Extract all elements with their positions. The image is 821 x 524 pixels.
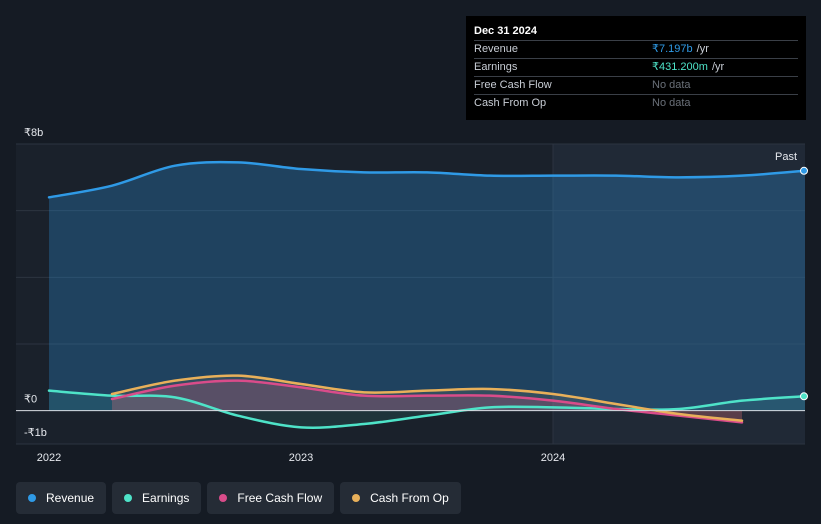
- tooltip-row-fcf: Free Cash Flow No data: [474, 77, 798, 95]
- tooltip-row-revenue: Revenue ₹7.197b /yr: [474, 41, 798, 59]
- tooltip: Dec 31 2024 Revenue ₹7.197b /yr Earnings…: [466, 16, 806, 120]
- earnings-end-point: [800, 392, 808, 401]
- legend-label: Earnings: [142, 491, 190, 505]
- y-tick-label: -₹1b: [24, 427, 47, 439]
- free-cash-flow-area: [112, 380, 742, 423]
- tooltip-label: Free Cash Flow: [474, 79, 552, 91]
- earnings-line: [47, 389, 807, 429]
- tooltip-value: No data: [652, 97, 691, 109]
- x-tick-label: 2022: [37, 452, 61, 464]
- free-cash-flow-dot-icon: [219, 494, 228, 502]
- tooltip-unit: /yr: [696, 43, 709, 55]
- y-tick-label: ₹8b: [24, 127, 43, 139]
- legend-item-cash-from-op[interactable]: Cash From Op: [340, 482, 461, 514]
- chart-canvas: ₹8b ₹0 -₹1b 2022 2023 2024 Past: [16, 127, 808, 464]
- revenue-end-point: [800, 166, 808, 175]
- revenue-area: [49, 162, 805, 411]
- tooltip-label: Cash From Op: [474, 97, 547, 109]
- legend-item-revenue[interactable]: Revenue: [16, 482, 107, 514]
- legend-item-free-cash-flow[interactable]: Free Cash Flow: [207, 482, 335, 514]
- legend-item-earnings[interactable]: Earnings: [112, 482, 202, 514]
- tooltip-row-earnings: Earnings ₹431.200m /yr: [474, 59, 798, 77]
- tooltip-date: Dec 31 2024: [474, 22, 798, 41]
- legend: Revenue Earnings Free Cash Flow Cash Fro…: [16, 482, 461, 514]
- tooltip-label: Revenue: [474, 43, 519, 55]
- x-tick-label: 2023: [289, 452, 313, 464]
- cash-from-op-dot-icon: [352, 494, 361, 502]
- revenue-line: [47, 160, 807, 199]
- x-axis-labels: 2022 2023 2024: [37, 452, 565, 464]
- legend-label: Revenue: [46, 491, 95, 505]
- series-lines: [16, 160, 808, 429]
- legend-label: Free Cash Flow: [237, 491, 323, 505]
- earnings-area: [49, 390, 805, 428]
- tooltip-label: Earnings: [474, 61, 518, 73]
- tooltip-row-cfo: Cash From Op No data: [474, 95, 798, 112]
- tooltip-value: ₹7.197b: [652, 43, 693, 55]
- plot-background: [16, 144, 805, 444]
- y-axis-labels: ₹8b ₹0 -₹1b: [24, 127, 47, 439]
- tooltip-value: ₹431.200m: [652, 61, 708, 73]
- legend-label: Cash From Op: [370, 491, 449, 505]
- highlight-region: [553, 144, 805, 444]
- past-label: Past: [775, 151, 797, 163]
- cash-from-op-line: [110, 374, 744, 422]
- revenue-dot-icon: [28, 494, 36, 502]
- earnings-dot-icon: [124, 494, 133, 502]
- tooltip-unit: /yr: [711, 61, 725, 73]
- y-tick-label: ₹0: [24, 394, 37, 406]
- tooltip-value: No data: [652, 79, 691, 91]
- x-tick-label: 2024: [541, 452, 565, 464]
- series-areas: [49, 162, 805, 428]
